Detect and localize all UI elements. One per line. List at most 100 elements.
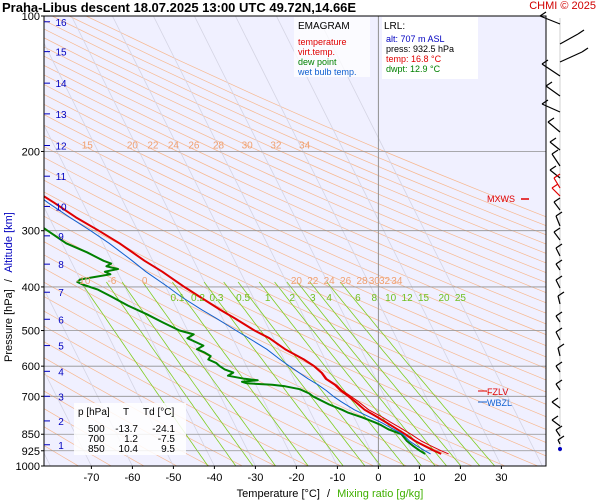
copyright-link[interactable]: CHMI © 2025 (529, 0, 596, 12)
wind-barb-feather (555, 425, 563, 431)
wind-barb (541, 103, 561, 113)
x-tick-label: -60 (124, 472, 140, 484)
altitude-tick-label: 8 (58, 260, 64, 271)
pressure-tick-label: 200 (22, 146, 40, 158)
y-axis-label-separator: / (3, 278, 15, 282)
lrl-title: LRL: (384, 21, 405, 32)
mixing-ratio-label: 3 (310, 293, 316, 304)
x-tick-label: 0 (375, 472, 381, 484)
wind-profile (539, 11, 589, 452)
dry-adiabat-label: 34 (391, 276, 403, 287)
wind-barb (549, 169, 561, 179)
plot-frame (43, 15, 547, 467)
x-tick-label: -40 (206, 472, 222, 484)
dry-adiabat-label: 28 (356, 276, 368, 287)
fzlv-label: FZLV (487, 387, 508, 397)
legend-item-dew-point: dew point (298, 57, 337, 67)
wind-barb (559, 33, 579, 45)
x-tick-label: -10 (329, 472, 345, 484)
mixing-ratio-label: 20 (438, 293, 450, 304)
dry-adiabat-label: 32 (379, 276, 391, 287)
y-axis-title: Pressure [hPa] / Altitude [km] (3, 212, 15, 362)
values-table-box (74, 403, 186, 455)
dry-adiabat-line (44, 124, 546, 358)
isotherm-line (194, 16, 420, 466)
mixing-ratio-label: 1 (265, 293, 271, 304)
mixing-ratio-label: 25 (455, 293, 467, 304)
dry-adiabat-line (44, 74, 546, 304)
x-tick-label: 10 (413, 472, 425, 484)
table-cell-t: 1.2 (124, 434, 138, 445)
wind-barb (551, 401, 561, 409)
dry-adiabat-line (44, 46, 546, 274)
series-virt-temp-line (44, 195, 449, 455)
table-header-t: T (123, 407, 129, 418)
dry-adiabat-line (44, 55, 546, 283)
table-row: 700 1.2 -7.5 (88, 434, 175, 445)
wind-barb (555, 315, 561, 323)
wind-barb-feather (553, 197, 561, 203)
y-axis-label-pressure: Pressure [hPa] (3, 289, 15, 362)
lrl-altitude: alt: 707 m ASL (386, 34, 445, 44)
wind-barb (549, 141, 561, 151)
wind-barb-feather (551, 397, 559, 403)
dry-adiabat-line (44, 179, 546, 418)
mixing-ratio-label: 15 (418, 293, 430, 304)
x-tick-label: -50 (165, 472, 181, 484)
isotherm-line (44, 42, 256, 466)
wind-barb (555, 263, 561, 271)
dry-adiabat-line (44, 84, 546, 314)
legend-item-virt-temp: virt.temp. (298, 47, 335, 57)
x-tick-label: -70 (83, 472, 99, 484)
wind-barb (557, 347, 561, 357)
table-cell-td: -7.5 (158, 434, 176, 445)
y-axis-label-altitude: Altitude [km] (3, 212, 15, 273)
pressure-tick-label: 925 (22, 446, 40, 458)
altitude-tick-label: 6 (58, 315, 64, 326)
dry-adiabat-label: -10 (76, 276, 91, 287)
wind-barb (557, 295, 561, 305)
pressure-tick-label: 850 (22, 429, 40, 441)
wind-barb-feather (549, 165, 557, 171)
wind-barb-feather (551, 415, 559, 421)
dry-adiabat-label: 22 (307, 276, 319, 287)
dry-adiabat-label: 30 (369, 276, 381, 287)
wind-barb-feather (581, 47, 589, 53)
dry-adiabat-line (44, 37, 546, 264)
mixing-ratio-label: 0.2 (191, 293, 205, 304)
dry-adiabat-line (44, 28, 546, 254)
pressure-tick-label: 100 (22, 11, 40, 23)
wind-barb-feather (551, 149, 559, 155)
plot-background (44, 16, 546, 466)
dry-adiabat-line (44, 114, 546, 347)
dry-adiabat-line (44, 157, 546, 393)
dry-adiabat-label: 0 (142, 276, 148, 287)
dry-adiabat-line (44, 168, 546, 405)
dry-adiabat-label: 24 (324, 276, 336, 287)
legend-item-temperature: temperature (298, 37, 347, 47)
wind-barb (553, 201, 561, 211)
mixing-ratio-line (286, 281, 436, 466)
dry-adiabat-line (44, 103, 546, 336)
wind-barb (555, 365, 561, 373)
mixing-ratio-line (274, 281, 422, 466)
mixing-ratio-line (309, 281, 462, 466)
isotherm-line (44, 206, 174, 466)
altitude-tick-label: 10 (55, 202, 67, 213)
table-cell-p: 850 (88, 444, 105, 455)
mxws-label: MXWS (487, 194, 515, 204)
pressure-tick-label: 1000 (16, 461, 40, 473)
altitude-tick-label: 7 (58, 288, 64, 299)
table-header-td: Td [°C] (143, 407, 174, 418)
wind-barb (551, 153, 561, 167)
wind-barb-feather (547, 117, 555, 123)
altitude-tick-label: 5 (58, 342, 64, 353)
dry-adiabat-line (51, 16, 546, 236)
wind-barb-feather (539, 11, 547, 17)
wind-barb-feather (555, 259, 563, 265)
dry-adiabat-label: 22 (147, 140, 159, 151)
dry-adiabat-label: 15 (82, 140, 94, 151)
wind-barb-feather (555, 211, 563, 217)
wind-barb-feather (577, 29, 585, 35)
dry-adiabat-line (44, 94, 546, 325)
